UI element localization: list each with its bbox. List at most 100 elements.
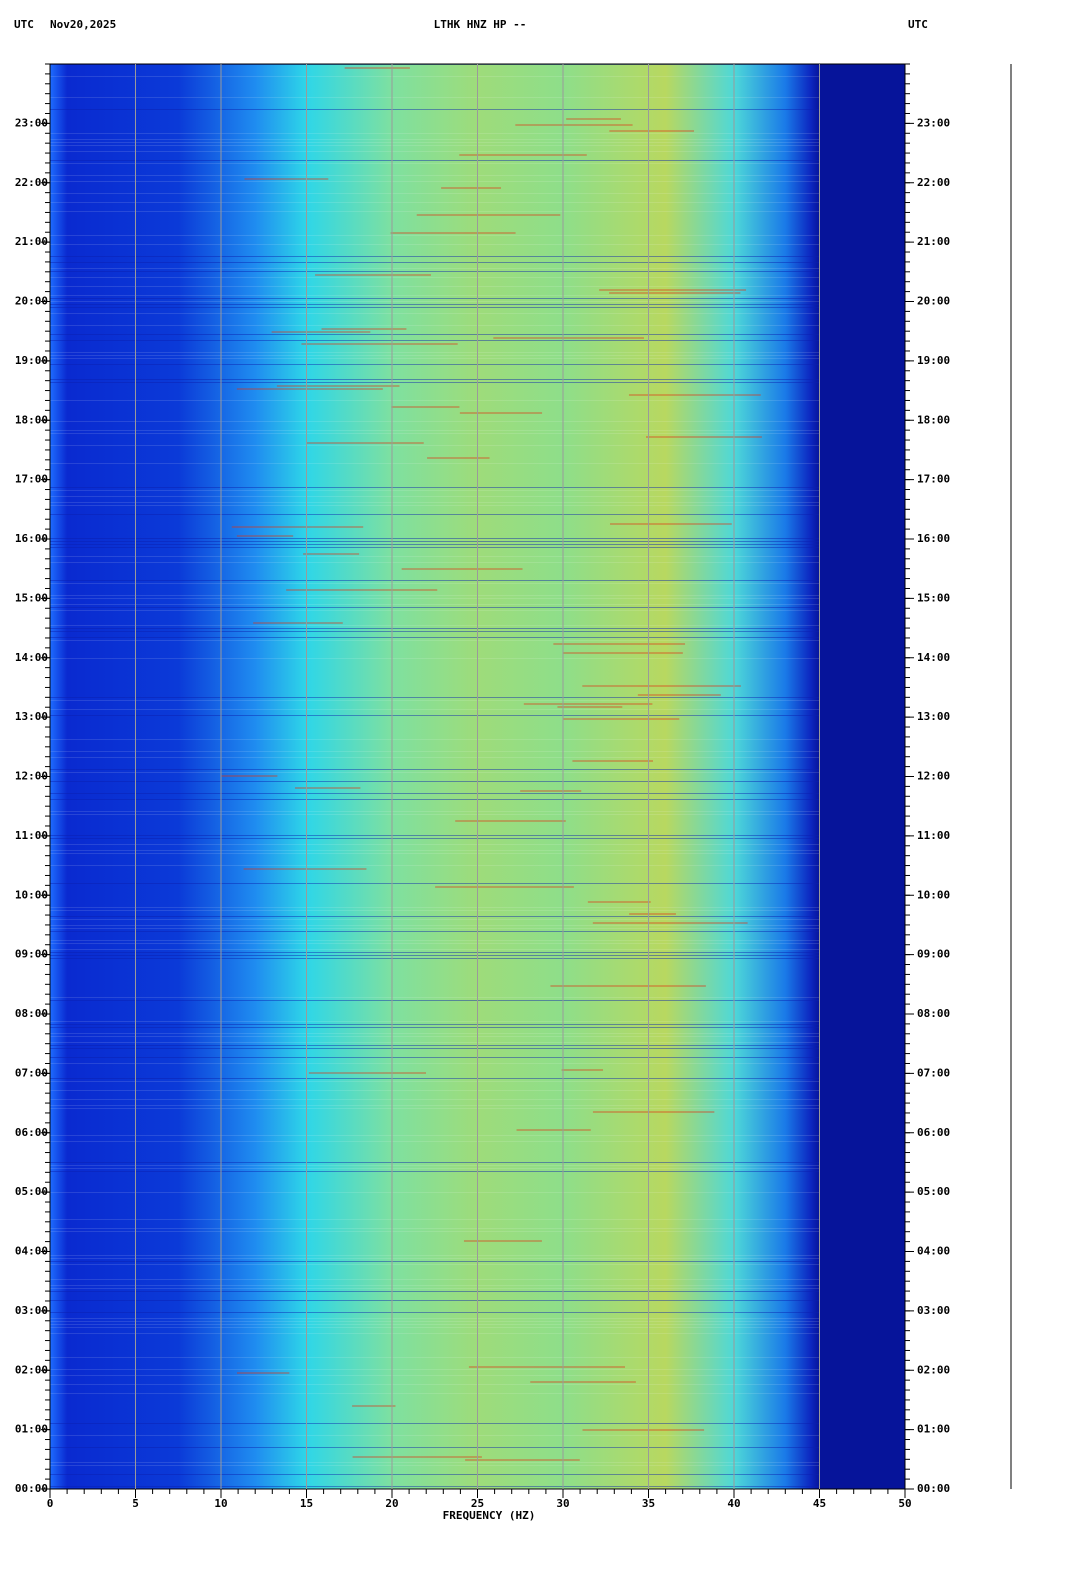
- texture-stripe: [50, 640, 820, 641]
- texture-stripe: [50, 1462, 820, 1463]
- y-tick-label: 21:00: [15, 235, 48, 248]
- texture-stripe: [416, 214, 561, 216]
- texture-stripe: [628, 394, 761, 396]
- texture-stripe: [50, 301, 820, 302]
- texture-stripe: [50, 916, 820, 917]
- texture-stripe: [50, 1333, 820, 1334]
- texture-stripe: [50, 382, 820, 383]
- texture-stripe: [459, 154, 587, 156]
- texture-stripe: [50, 379, 820, 380]
- texture-stripe: [493, 337, 644, 339]
- texture-stripe: [582, 1429, 705, 1431]
- y-tick-label: 07:00: [15, 1066, 48, 1079]
- texture-stripe: [645, 436, 762, 438]
- texture-stripe: [50, 160, 820, 161]
- texture-stripe: [50, 1162, 820, 1163]
- texture-stripe: [629, 913, 676, 915]
- y-tick-label-right: 08:00: [917, 1007, 950, 1020]
- texture-stripe: [50, 997, 820, 998]
- texture-stripe: [50, 181, 820, 182]
- texture-stripe: [557, 706, 623, 708]
- y-tick-label: 19:00: [15, 354, 48, 367]
- texture-stripe: [50, 211, 820, 212]
- texture-stripe: [50, 334, 820, 335]
- texture-stripe: [50, 109, 820, 110]
- texture-stripe: [50, 628, 820, 629]
- texture-stripe: [271, 331, 371, 333]
- texture-stripe: [50, 958, 820, 959]
- texture-stripe: [50, 547, 820, 548]
- texture-stripe: [50, 277, 820, 278]
- x-tick-label: 45: [813, 1497, 826, 1510]
- texture-stripe: [550, 985, 706, 987]
- texture-stripe: [308, 1072, 426, 1074]
- texture-stripe: [50, 910, 820, 911]
- texture-stripe: [50, 607, 820, 608]
- texture-stripe: [50, 793, 820, 794]
- texture-stripe: [50, 1045, 820, 1046]
- texture-stripe: [50, 1375, 820, 1376]
- y-tick-label: 15:00: [15, 591, 48, 604]
- y-tick-label-right: 01:00: [917, 1423, 950, 1436]
- texture-stripe: [50, 1474, 820, 1475]
- y-tick-label: 08:00: [15, 1007, 48, 1020]
- texture-stripe: [523, 703, 653, 705]
- texture-stripe: [50, 142, 820, 143]
- x-tick-label: 40: [727, 1497, 740, 1510]
- texture-stripe: [244, 178, 329, 180]
- texture-stripe: [50, 133, 820, 134]
- texture-stripe: [306, 442, 424, 444]
- texture-stripe: [286, 589, 438, 591]
- texture-stripe: [463, 1240, 542, 1242]
- texture-stripe: [50, 1369, 820, 1370]
- texture-stripe: [50, 352, 820, 353]
- texture-stripe: [236, 535, 294, 537]
- texture-stripe: [50, 700, 820, 701]
- texture-stripe: [50, 340, 820, 341]
- texture-stripe: [50, 202, 820, 203]
- texture-stripe: [50, 271, 820, 272]
- texture-stripe: [50, 235, 820, 236]
- texture-stripe: [315, 274, 431, 276]
- y-tick-label-right: 11:00: [917, 829, 950, 842]
- texture-stripe: [50, 1078, 820, 1079]
- texture-stripe: [50, 799, 820, 800]
- texture-stripe: [50, 715, 820, 716]
- texture-stripe: [50, 562, 820, 563]
- texture-stripe: [455, 820, 566, 822]
- texture-stripe: [50, 1264, 820, 1265]
- texture-stripe: [50, 1000, 820, 1001]
- texture-stripe: [587, 901, 651, 903]
- texture-stripe: [50, 949, 820, 950]
- texture-stripe: [50, 844, 820, 845]
- texture-stripe: [50, 1171, 820, 1172]
- y-tick-label-right: 04:00: [917, 1245, 950, 1258]
- texture-stripe: [50, 256, 820, 257]
- y-tick-label: 05:00: [15, 1185, 48, 1198]
- texture-stripe: [50, 514, 820, 515]
- chart-title: LTHK HNZ HP --: [434, 18, 527, 31]
- y-tick-label: 16:00: [15, 532, 48, 545]
- y-tick-label: 23:00: [15, 116, 48, 129]
- left-utc: UTC: [14, 18, 34, 31]
- texture-stripe: [50, 139, 820, 140]
- y-tick-label-right: 16:00: [917, 532, 950, 545]
- texture-stripe: [236, 388, 383, 390]
- texture-stripe: [50, 1327, 820, 1328]
- texture-stripe: [50, 583, 820, 584]
- texture-stripe: [50, 463, 820, 464]
- texture-stripe: [50, 358, 820, 359]
- texture-stripe: [303, 553, 360, 555]
- texture-stripe: [50, 631, 820, 632]
- y-tick-label-right: 00:00: [917, 1482, 950, 1495]
- x-tick-label: 15: [300, 1497, 313, 1510]
- texture-stripe: [50, 1165, 820, 1166]
- texture-stripe: [50, 1063, 820, 1064]
- texture-stripe: [50, 658, 820, 659]
- y-tick-label: 03:00: [15, 1304, 48, 1317]
- texture-stripe: [553, 643, 686, 645]
- texture-stripe: [50, 598, 820, 599]
- texture-stripe: [50, 697, 820, 698]
- y-tick-label-right: 19:00: [917, 354, 950, 367]
